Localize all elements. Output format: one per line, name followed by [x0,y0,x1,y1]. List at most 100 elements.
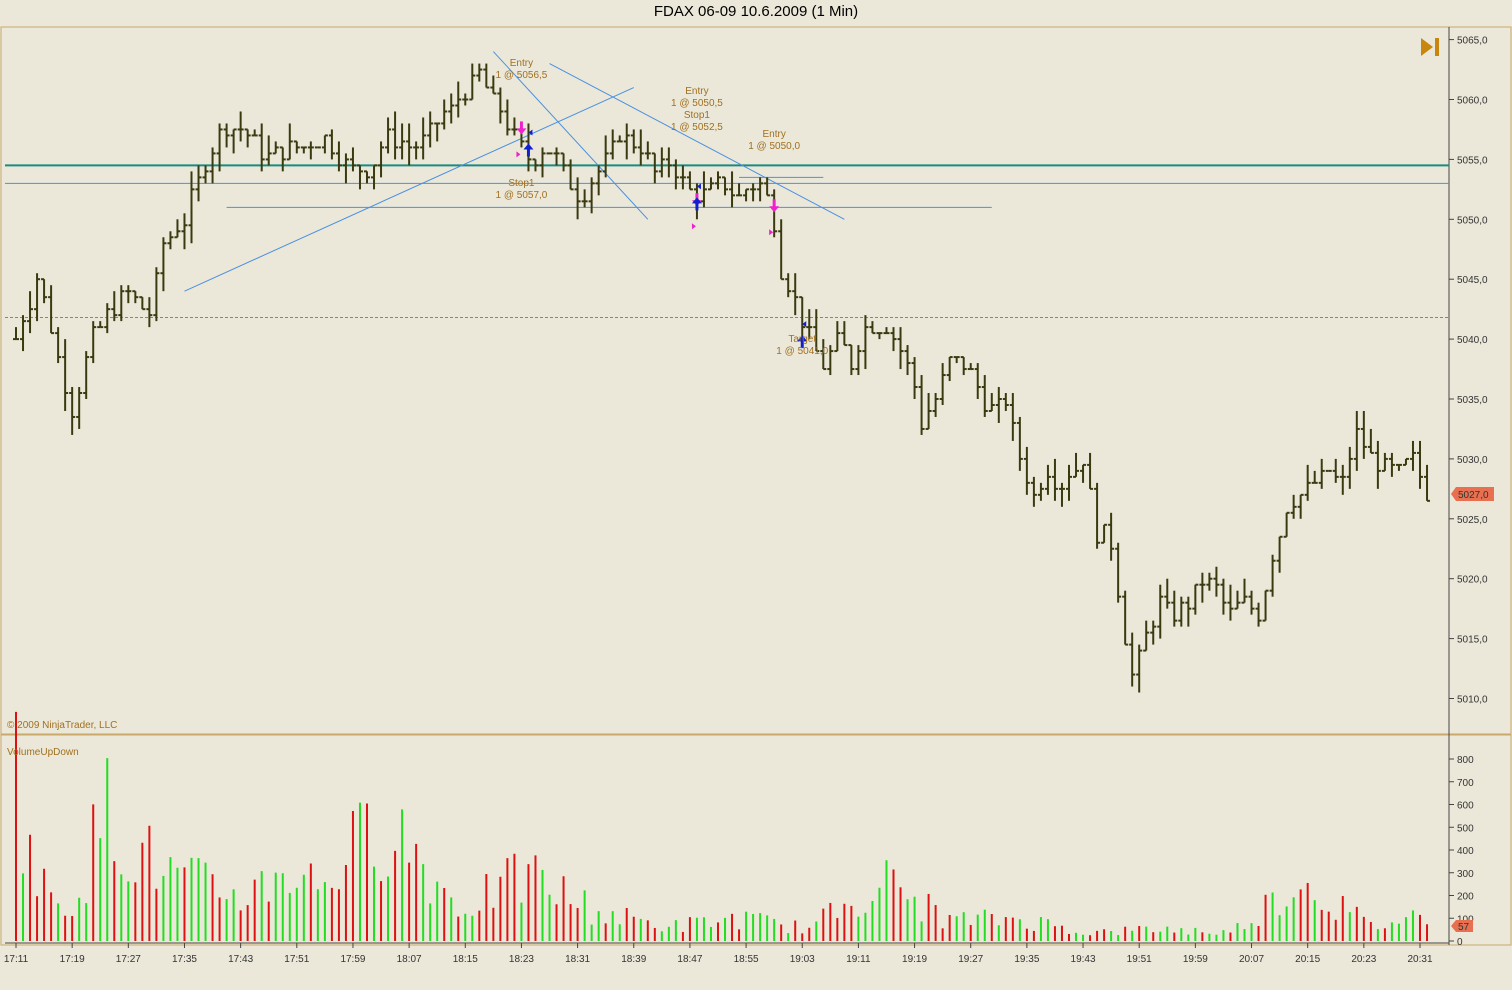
price-bar [609,129,616,160]
price-bar [399,123,406,160]
price-bar [202,165,209,184]
time-tick-label: 18:39 [621,954,646,965]
price-bar [988,393,995,412]
volume-tick-label: 300 [1457,869,1474,880]
price-bar [1353,410,1360,471]
price-bar [244,128,251,148]
price-bar [371,164,378,190]
volume-tick-label: 600 [1457,801,1474,812]
arrow-head [691,197,702,204]
price-bar [41,278,48,304]
price-bar [76,387,83,429]
price-bar [686,171,693,191]
entry-triangle-icon [769,229,774,236]
price-bar [750,183,757,202]
time-tick-label: 20:07 [1239,954,1264,965]
price-bar [420,117,427,160]
price-bar [778,219,785,281]
price-bar [1044,464,1051,495]
price-bar [848,344,855,376]
price-bar [967,363,974,371]
volume-tick-label: 800 [1457,755,1474,766]
price-bar [1164,578,1171,609]
time-tick-label: 20:23 [1351,954,1376,965]
price-bar [1339,464,1346,495]
arrow-shaft [800,340,804,349]
price-bar [1157,584,1164,639]
price-bar [62,339,69,411]
price-bar [595,165,602,196]
price-bar [483,63,490,89]
price-bar [1227,584,1234,621]
price-bar [876,332,883,340]
price-bar [34,273,41,322]
arrow-shaft [772,199,776,208]
price-bar [1192,583,1199,615]
time-tick-label: 20:31 [1407,954,1432,965]
price-bar [1262,589,1269,622]
price-bar [974,363,981,399]
price-bar [1269,554,1276,597]
price-bar [722,176,729,196]
price-bar [630,129,637,154]
price-bar [981,375,988,417]
price-bar [364,170,370,184]
price-bar [258,123,265,172]
price-bar [111,291,118,322]
price-bar [1213,566,1220,597]
trend-line [492,51,649,220]
trade-annotation-entry-2: Entry [685,86,708,97]
price-tick-label: 5030,0 [1457,455,1488,466]
price-bar [125,285,132,304]
price-bar [1241,578,1248,604]
price-bar [1388,452,1395,477]
time-tick-label: 19:43 [1071,954,1096,965]
price-bar [181,213,188,250]
price-bar [104,303,111,334]
price-bar [265,135,272,166]
skip-to-end-button[interactable] [1420,36,1442,58]
price-bar [286,123,293,161]
price-bar [1276,535,1283,573]
price-tick-label: 5045,0 [1457,275,1488,286]
price-bar [869,321,876,335]
price-bar [1023,446,1030,495]
trade-annotation-entry-3: 1 @ 5050,0 [748,141,800,152]
price-bar [174,219,181,239]
time-tick-label: 18:31 [565,954,590,965]
exit-triangle-icon [528,129,533,136]
price-bar [960,356,967,376]
trade-annotation-stop-1: Stop1 [508,178,535,189]
time-tick-label: 19:35 [1014,954,1039,965]
trend-line [184,87,634,292]
price-bar [553,147,560,166]
skip-end-icon [1421,38,1439,56]
time-tick-label: 17:11 [4,954,29,965]
price-bar [1395,463,1402,471]
price-bar [1283,511,1290,538]
arrow-shaft [695,193,699,202]
time-tick-label: 20:15 [1295,954,1320,965]
price-bar [904,345,911,376]
price-bar [511,117,518,136]
price-bar [1080,463,1087,483]
price-bar [827,345,834,376]
time-tick-label: 19:19 [902,954,927,965]
price-bar [855,345,862,376]
volume-tick-label: 500 [1457,823,1474,834]
price-bar [785,273,792,298]
price-bar [1424,464,1431,502]
price-bar [434,122,441,142]
trade-annotation-stop-1: 1 @ 5057,0 [496,190,548,201]
last-volume-marker: 57 [1451,920,1473,933]
volume-panel-frame [0,734,1512,946]
price-bar [118,285,125,322]
price-bar [911,357,918,399]
arrow-head [769,206,780,213]
price-bar [707,177,714,191]
price-tick-label: 5015,0 [1457,635,1488,646]
price-bar [757,177,764,202]
price-bar [1058,482,1065,507]
price-bar [1374,440,1381,489]
